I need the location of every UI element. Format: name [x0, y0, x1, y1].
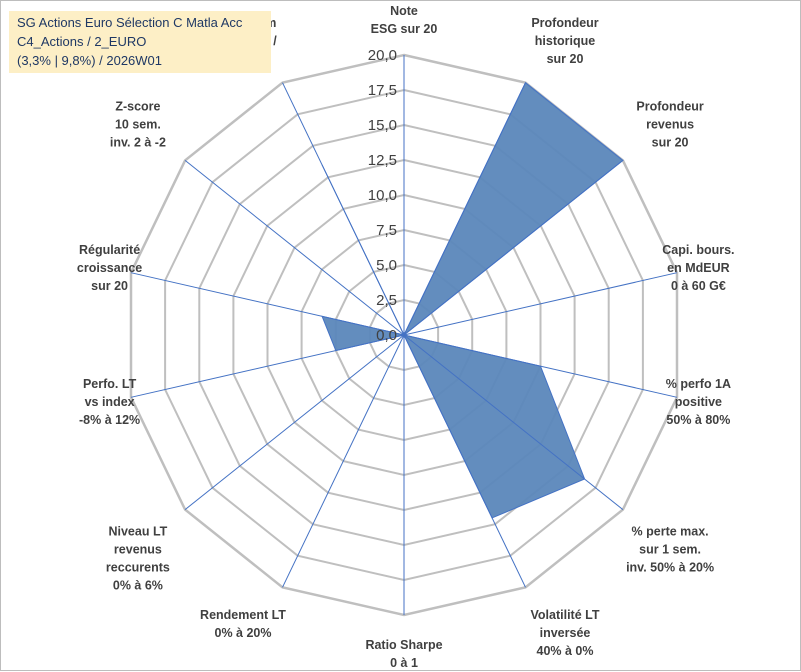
axis-spoke	[403, 334, 678, 398]
axis-spoke	[403, 334, 526, 588]
radial-ticks: 0,0 2,5 5,0 7,5 10,0 12,5 15,0 17,5 20,0	[368, 47, 397, 344]
tick-label: 15,0	[368, 117, 397, 134]
tick-label: 12,5	[368, 152, 397, 169]
axis-label: Z-score 10 sem. inv. 2 à -2	[110, 100, 166, 150]
tick-label: 2,5	[376, 292, 397, 309]
axis-spoke	[282, 82, 405, 336]
chart-period: (3,3% | 9,8%) / 2026W01	[17, 53, 163, 68]
tick-label: 17,5	[368, 82, 397, 99]
axis-label: Volatilité LT inversée 40% à 0%	[531, 608, 600, 658]
axis-spoke	[282, 334, 405, 588]
axis-label: Niveau LT revenus reccurents 0% à 6%	[106, 524, 170, 592]
tick-label: 7,5	[376, 222, 397, 239]
axis-labels: Note ESG sur 20 Profondeur historique sur 20…	[77, 4, 735, 670]
axis-label: Profondeur revenus sur 20	[636, 100, 703, 150]
axis-spoke	[403, 334, 624, 510]
axis-spoke	[403, 160, 624, 336]
axis-spoke	[130, 334, 405, 398]
radar-spokes	[130, 55, 678, 615]
chart-title-box: SG Actions Euro Sélection C Matla Acc C4…	[9, 11, 271, 73]
axis-spoke	[184, 334, 405, 510]
axis-label: Capi. bours. en MdEUR 0 à 60 G€	[662, 243, 734, 293]
axis-label: % perte max. sur 1 sem. inv. 50% à 20%	[626, 524, 714, 574]
axis-label: Perfo. LT vs index -8% à 12%	[79, 377, 140, 427]
axis-spoke	[184, 160, 405, 336]
chart-subtitle: C4_Actions / 2_EURO	[17, 34, 147, 49]
radar-series	[321, 81, 624, 519]
chart-title: SG Actions Euro Sélection C Matla Acc	[17, 15, 243, 30]
axis-label: % perfo 1A positive 50% à 80%	[666, 377, 731, 427]
series-area	[321, 81, 624, 519]
axis-label: Rendement LT 0% à 20%	[200, 608, 286, 640]
axis-spoke	[403, 82, 526, 336]
tick-label: 10,0	[368, 187, 397, 204]
axis-label: Régularité croissance sur 20	[77, 243, 142, 293]
axis-label: Ratio Sharpe 0 à 1	[365, 638, 442, 670]
tick-label: 5,0	[376, 257, 397, 274]
axis-label: Note ESG sur 20	[371, 4, 438, 36]
tick-label: 0,0	[376, 327, 397, 344]
tick-label: 20,0	[368, 47, 397, 64]
axis-spoke	[130, 272, 405, 336]
axis-spoke	[403, 272, 678, 336]
axis-label: Profondeur historique sur 20	[531, 16, 598, 66]
